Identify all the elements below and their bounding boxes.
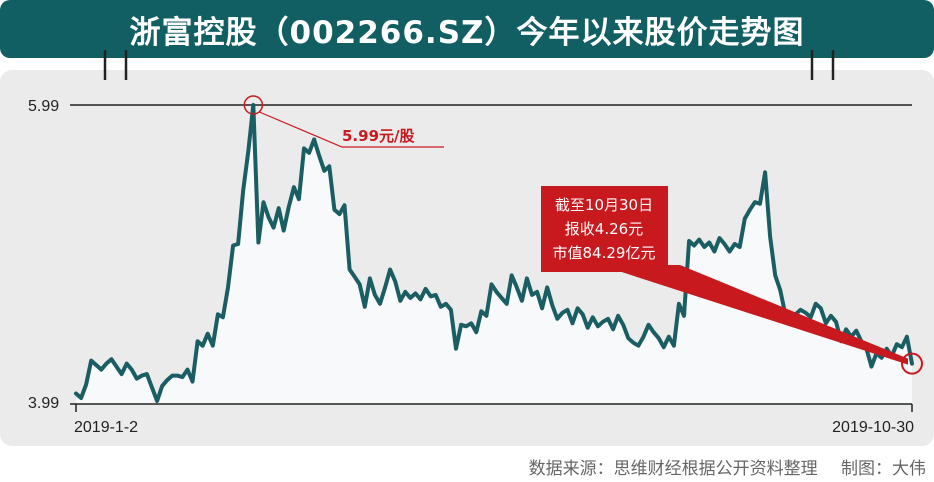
price-series-line (74, 103, 914, 403)
callout-line-2: 报收4.26元 (565, 220, 643, 238)
last-value-marker-circle (901, 352, 923, 375)
callout-box (541, 186, 668, 272)
area-fill (76, 105, 912, 404)
title-bar: 浙富控股（002266.SZ）今年以来股价走势图 (0, 0, 934, 58)
chart-title: 浙富控股（002266.SZ）今年以来股价走势图 (129, 14, 805, 51)
peak-price-label: 5.99元/股 (342, 127, 415, 145)
callout-pointer (600, 265, 908, 365)
x-tick-label-start: 2019-1-2 (74, 419, 138, 436)
peak-leader-line (259, 111, 444, 148)
chart-credit: 制图：大伟 (841, 459, 926, 479)
data-source: 数据来源：思维财经根据公开资料整理 (528, 459, 818, 479)
y-tick-label-top: 5.99 (28, 98, 59, 115)
stock-line-chart: 5.99 3.99 2019-1-2 2019-10-30 5.99元/股截至10月30… (28, 50, 923, 436)
callout-line-3: 市值84.29亿元 (553, 244, 656, 262)
x-tick-label-end: 2019-10-30 (832, 419, 914, 436)
callout-line-1: 截至10月30日 (555, 196, 653, 214)
source-line: 数据来源：思维财经根据公开资料整理 制图：大伟 (511, 454, 926, 479)
y-tick-label-bottom: 3.99 (28, 395, 59, 412)
peak-marker-circle (243, 95, 264, 115)
